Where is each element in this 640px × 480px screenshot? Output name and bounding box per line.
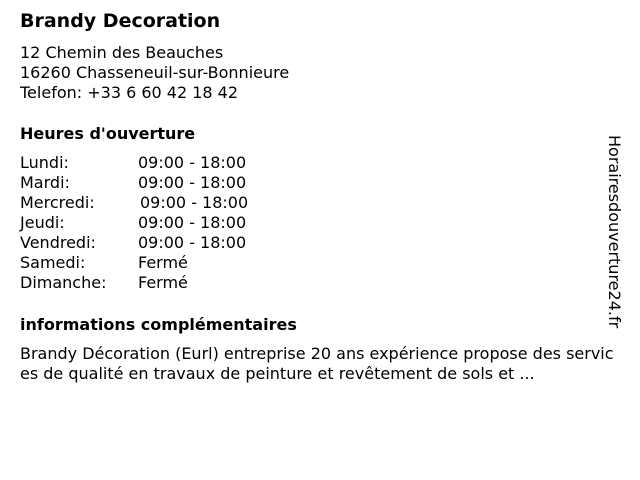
day-label: Lundi: [20, 153, 69, 172]
business-name: Brandy Decoration [20, 10, 221, 32]
time-value: 09:00 - 18:00 [138, 233, 247, 252]
info-description: Brandy Décoration (Eurl) entreprise 20 a… [20, 344, 614, 383]
phone: Telefon: +33 6 60 42 18 42 [20, 83, 239, 102]
time-value: 09:00 - 18:00 [138, 153, 247, 172]
day-label: Mercredi: [20, 193, 95, 212]
time-value: 09:00 - 18:00 [138, 173, 247, 192]
day-label: Mardi: [20, 173, 70, 192]
info-heading: informations complémentaires [20, 315, 297, 334]
address-line-2: 16260 Chasseneuil-sur-Bonnieure [20, 63, 290, 82]
time-value: Fermé [138, 273, 188, 292]
day-label: Samedi: [20, 253, 86, 272]
day-label: Jeudi: [20, 213, 65, 232]
time-value: Fermé [138, 253, 188, 272]
hours-heading: Heures d'ouverture [20, 124, 196, 143]
day-label: Vendredi: [20, 233, 96, 252]
watermark: Horairesdouverture24.fr [605, 135, 624, 329]
day-label: Dimanche: [20, 273, 107, 292]
time-value: 09:00 - 18:00 [140, 193, 249, 212]
time-value: 09:00 - 18:00 [138, 213, 247, 232]
address-line-1: 12 Chemin des Beauches [20, 43, 224, 62]
